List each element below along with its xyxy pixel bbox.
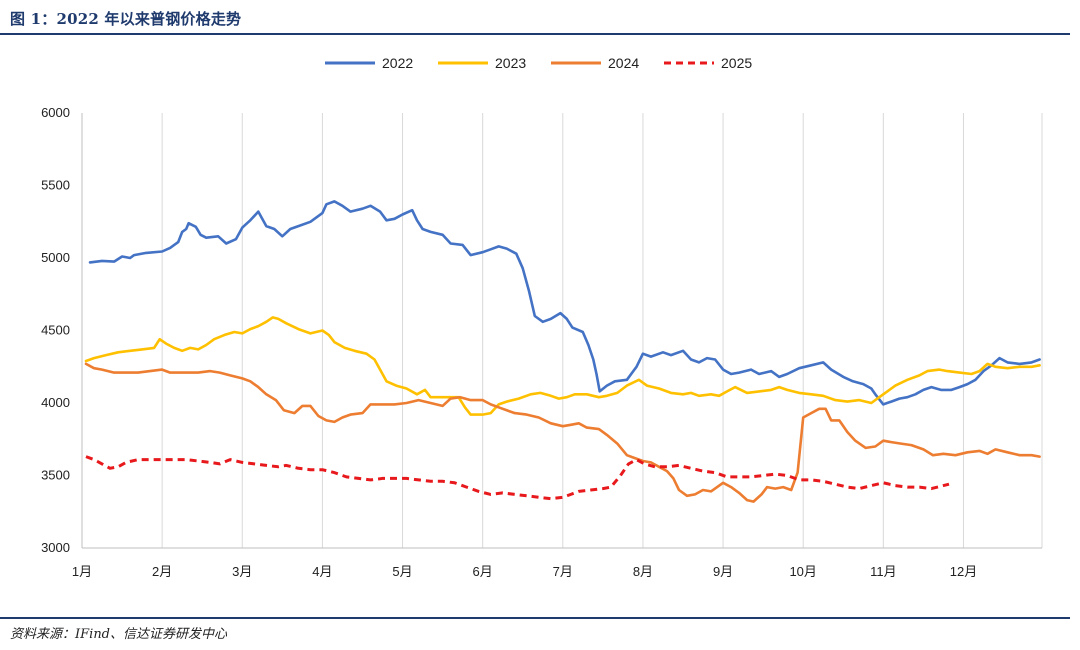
legend-label-2022: 2022 [382, 55, 413, 71]
y-tick-6000: 6000 [41, 105, 70, 120]
x-tick-3: 3月 [232, 564, 252, 579]
title-divider [0, 33, 1070, 35]
y-tick-5500: 5500 [41, 178, 70, 193]
series-line-2025 [85, 455, 950, 501]
y-tick-3500: 3500 [41, 468, 70, 483]
x-tick-10: 10月 [789, 564, 816, 579]
x-tick-9: 9月 [713, 564, 733, 579]
axes [81, 113, 1042, 549]
y-tick-3000: 3000 [41, 540, 70, 555]
figure-title: 图 1：2022 年以来普钢价格走势 [10, 10, 242, 28]
x-tick-5: 5月 [392, 564, 412, 579]
x-tick-11: 11月 [870, 564, 897, 579]
source-note: 资料来源：IFind、信达证券研发中心 [10, 627, 228, 642]
legend-label-2025: 2025 [721, 55, 752, 71]
series-line-2024 [84, 362, 1041, 503]
y-tick-4500: 4500 [41, 323, 70, 338]
series-line-2023 [84, 316, 1041, 416]
legend: 2022 2023 2024 2025 [325, 55, 752, 71]
x-tick-8: 8月 [633, 564, 653, 579]
series-lines [84, 200, 1041, 503]
footer-divider [0, 617, 1070, 619]
legend-label-2024: 2024 [608, 55, 639, 71]
x-tick-6: 6月 [473, 564, 493, 579]
y-tick-4000: 4000 [41, 395, 70, 410]
legend-label-2023: 2023 [495, 55, 526, 71]
x-tick-7: 7月 [553, 564, 573, 579]
y-axis-ticks: 3000 3500 4000 4500 5000 5500 6000 [41, 105, 70, 555]
x-tick-1: 1月 [72, 564, 92, 579]
x-tick-2: 2月 [152, 564, 172, 579]
vertical-grid [81, 113, 1043, 548]
x-tick-4: 4月 [312, 564, 332, 579]
y-tick-5000: 5000 [41, 250, 70, 265]
x-axis-ticks: 1月 2月 3月 4月 5月 6月 7月 8月 9月 10月 11月 12月 [72, 564, 977, 579]
series-line-2022 [88, 200, 1041, 406]
x-tick-12: 12月 [950, 564, 977, 579]
